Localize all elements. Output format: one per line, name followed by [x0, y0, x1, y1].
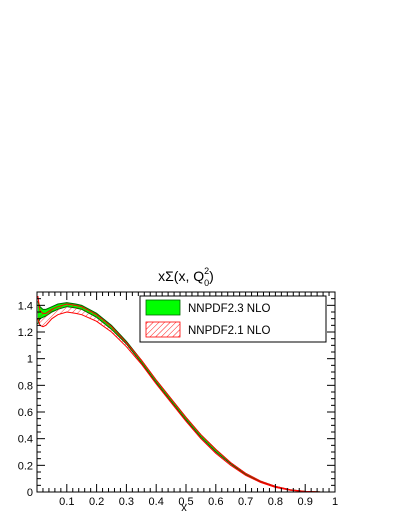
- y-tick-label: 0.2: [18, 460, 33, 472]
- legend-swatch-nnpdf23: [145, 299, 181, 316]
- legend: NNPDF2.3 NLO NNPDF2.1 NLO: [139, 295, 327, 343]
- ticks-group: 0.1 0.2 0.3 0.4 0.5 0.6 0.7 0.8 0.9 1 0 0.2 0.4 0.6 0.…: [18, 291, 338, 508]
- y-tick-label: 1.4: [18, 300, 33, 312]
- x-tick-label: 0.7: [238, 496, 253, 508]
- legend-label-nnpdf21: NNPDF2.1 NLO: [188, 325, 270, 337]
- legend-swatch-nnpdf21: [145, 321, 181, 338]
- band-edge-lower-nnpdf21: [37, 311, 335, 492]
- x-tick-label: 0.2: [89, 496, 104, 508]
- chart-title: xΣ(x, Q2 0): [158, 266, 214, 288]
- y-tick-label: 0.6: [18, 407, 33, 419]
- x-tick-label: 0.6: [208, 496, 223, 508]
- x-tick-label: 0.3: [119, 496, 134, 508]
- x-tick-label: 0.8: [268, 496, 283, 508]
- band-edge-upper-nnpdf21: [37, 295, 335, 492]
- y-tick-label: 0.4: [18, 434, 33, 446]
- legend-label-nnpdf23: NNPDF2.3 NLO: [188, 303, 270, 315]
- y-tick-label: 1: [27, 354, 33, 366]
- y-tick-label: 0.8: [18, 380, 33, 392]
- bands-group: [37, 295, 335, 492]
- y-tick-label: 0: [27, 487, 33, 499]
- x-tick-label: 0.4: [149, 496, 164, 508]
- x-tick-label: 0.5: [178, 496, 193, 508]
- x-tick-label: 1: [332, 496, 338, 508]
- x-tick-label: 0.1: [59, 496, 74, 508]
- y-tick-label: 1.2: [18, 327, 33, 339]
- x-axis-label: x: [181, 502, 187, 514]
- x-tick-label: 0.9: [298, 496, 313, 508]
